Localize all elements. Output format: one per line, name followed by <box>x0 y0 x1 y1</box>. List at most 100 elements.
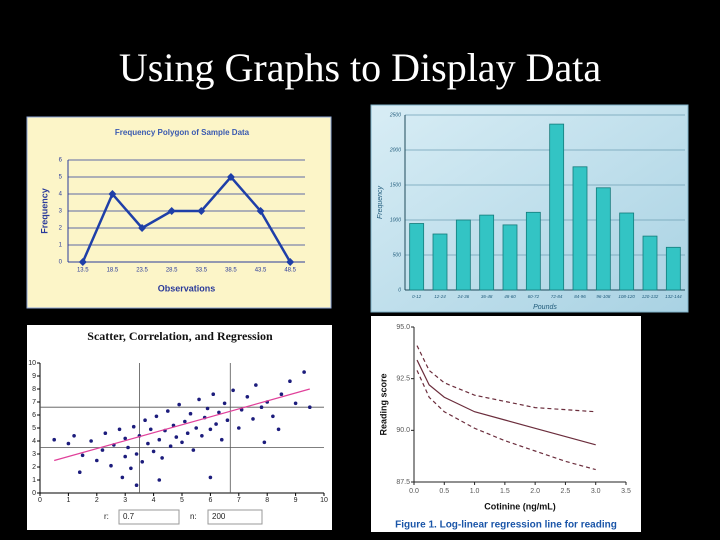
point <box>148 427 153 432</box>
point <box>129 466 133 471</box>
point <box>174 435 179 439</box>
point <box>219 437 224 442</box>
x-axis-label: Cotinine (ng/mL) <box>484 501 556 511</box>
x-tick-label: 60-72 <box>528 294 540 299</box>
x-tick-label: 120-132 <box>642 294 659 299</box>
point <box>308 405 312 410</box>
bar <box>665 246 681 291</box>
y-axis-label: Reading score <box>378 373 388 435</box>
point <box>123 454 127 459</box>
point <box>271 414 275 419</box>
chart-background <box>27 325 332 530</box>
point <box>183 419 187 424</box>
x-tick-label: 6 <box>208 497 212 504</box>
y-tick-label: 90.0 <box>396 427 410 434</box>
x-tick-label: 12-24 <box>434 294 446 299</box>
annotation-value: 200 <box>212 512 226 521</box>
bar <box>479 214 495 291</box>
x-tick-label: 72-84 <box>551 294 563 299</box>
y-tick-label: 500 <box>393 252 402 258</box>
point <box>120 475 125 480</box>
x-tick-label: 38.5 <box>225 268 237 274</box>
point <box>166 409 170 413</box>
point <box>288 379 292 384</box>
point <box>225 418 230 423</box>
point <box>154 414 159 419</box>
x-tick-label: 36-48 <box>481 294 493 299</box>
x-tick-label: 2 <box>95 497 99 504</box>
x-tick-label: 13.5 <box>77 268 89 274</box>
x-tick-label: 18.5 <box>107 268 119 274</box>
y-tick-label: 8 <box>32 386 36 393</box>
chart: Scatter, Correlation, and Regression 0 1 2 3… <box>27 325 332 530</box>
annotation-label: n: <box>190 512 197 521</box>
marker <box>167 207 176 215</box>
y-tick-label: 6 <box>32 412 36 419</box>
x-tick-label: 0 <box>38 497 42 504</box>
point <box>211 392 216 397</box>
x-tick-label: 28.5 <box>166 268 178 274</box>
y-tick-label: 1 <box>32 477 36 484</box>
point <box>254 383 258 387</box>
x-axis-label: Observations <box>158 283 216 293</box>
y-tick-label: 0 <box>59 260 63 266</box>
trend-line <box>54 388 310 462</box>
bar <box>525 211 541 291</box>
x-tick-label: 0.5 <box>439 488 449 495</box>
x-tick-label: 24-36 <box>457 294 470 299</box>
point <box>157 478 162 482</box>
y-tick-label: 2500 <box>389 112 401 118</box>
y-tick-label: 3 <box>59 209 63 215</box>
slide-title: Using Graphs to Display Data <box>119 45 601 90</box>
point <box>200 434 204 438</box>
point <box>168 444 173 449</box>
line <box>81 175 292 263</box>
point <box>117 427 122 432</box>
x-tick-label: 5 <box>180 497 184 504</box>
x-tick-label: 8 <box>265 497 269 504</box>
y-tick-label: 9 <box>32 373 36 380</box>
x-tick-label: 33.5 <box>195 268 207 274</box>
y-tick-label: 2000 <box>389 147 401 153</box>
x-tick-label: 48.5 <box>284 268 296 274</box>
point <box>126 445 130 450</box>
x-tick-label: 132-144 <box>665 294 682 299</box>
x-tick-label: 2.5 <box>561 488 571 495</box>
bar <box>502 224 518 291</box>
line <box>416 359 596 446</box>
bar <box>409 223 425 291</box>
bar <box>642 235 658 291</box>
y-tick-label: 92.5 <box>396 376 410 383</box>
point <box>251 417 255 421</box>
x-tick-label: 0-12 <box>412 294 422 299</box>
x-tick-label: 1.0 <box>470 488 480 495</box>
marker <box>138 224 147 232</box>
point <box>52 437 56 442</box>
y-tick-label: 0 <box>398 287 401 293</box>
marker <box>286 258 295 266</box>
bar <box>572 166 588 291</box>
point <box>103 431 108 436</box>
y-tick-label: 1000 <box>390 217 401 223</box>
point <box>208 475 213 480</box>
point <box>214 422 218 426</box>
x-tick-label: 9 <box>294 497 298 504</box>
x-tick-label: 23.5 <box>136 268 148 274</box>
y-tick-label: 87.5 <box>396 479 410 486</box>
point <box>259 405 264 410</box>
annotation-label: r: <box>104 512 109 521</box>
point <box>237 426 241 430</box>
y-tick-label: 3 <box>32 451 36 458</box>
x-tick-label: 43.5 <box>255 268 267 274</box>
x-tick-label: 0.0 <box>409 488 419 495</box>
point <box>194 426 198 430</box>
marker <box>78 258 87 266</box>
point <box>134 452 139 456</box>
point <box>100 448 105 452</box>
chart: Reading score Cotinine (ng/mL) Figure 1. L… <box>371 316 641 532</box>
x-tick-label: 108-120 <box>618 294 635 299</box>
x-tick-label: 2.0 <box>530 488 540 495</box>
y-tick-label: 2 <box>59 226 63 232</box>
x-tick-label: 1.5 <box>500 488 510 495</box>
